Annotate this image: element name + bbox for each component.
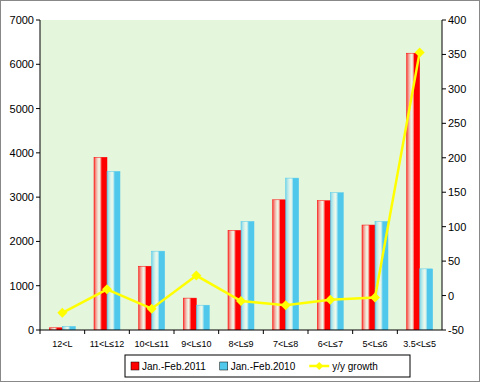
bar (107, 171, 120, 330)
y2-tick-label: 350 (448, 48, 466, 60)
legend-label: Jan.-Feb.2010 (231, 361, 296, 372)
growth-marker (415, 47, 425, 57)
chart: 0 1000 2000 3000 4000 5000 6000 7000 -50 0 50 100 15… (0, 0, 480, 382)
growth-marker (370, 293, 380, 303)
y-axis (40, 20, 41, 330)
y2-tick-label: 150 (448, 186, 466, 198)
growth-marker (57, 308, 67, 318)
bar (362, 225, 375, 330)
bar (273, 200, 286, 330)
legend-label: y/y growth (332, 361, 378, 372)
y2-tick (442, 295, 446, 296)
bar (317, 201, 330, 330)
x-tick (352, 330, 353, 334)
bar (62, 326, 75, 330)
legend-label: Jan.-Feb.2011 (142, 361, 206, 372)
legend-swatch (131, 362, 139, 370)
legend-swatch (315, 362, 323, 370)
y2-tick-label: 250 (448, 117, 466, 129)
x-tick (129, 330, 130, 334)
x-tick-label: 3.5<L≤5 (403, 339, 436, 349)
y2-tick (442, 261, 446, 262)
chart-frame (1, 1, 480, 382)
y-tick (36, 20, 40, 21)
y2-axis (442, 20, 443, 330)
y-tick-label: 7000 (10, 14, 34, 26)
growth-marker (281, 300, 291, 310)
y2-tick (442, 20, 446, 21)
bar (139, 266, 152, 330)
y-tick-label: 6000 (10, 58, 34, 70)
bar (183, 298, 196, 330)
x-tick (263, 330, 264, 334)
y2-tick (442, 157, 446, 158)
y2-tick (442, 330, 446, 331)
y-tick (36, 285, 40, 286)
y2-tick (442, 54, 446, 55)
bar (241, 222, 254, 331)
y-tick (36, 152, 40, 153)
bar (420, 269, 433, 330)
bar (330, 193, 343, 330)
growth-marker (191, 271, 201, 281)
x-tick-label: 12<L (52, 339, 72, 349)
y-tick (36, 64, 40, 65)
plot-area (40, 20, 442, 330)
y-tick-label: 2000 (10, 235, 34, 247)
y2-tick-label: 300 (448, 83, 466, 95)
plot-marks (49, 47, 432, 330)
x-tick-label: 11<L≤12 (90, 339, 125, 349)
y2-tick (442, 123, 446, 124)
bar (196, 305, 209, 330)
x-tick-label: 6<L≤7 (318, 339, 343, 349)
growth-marker (102, 284, 112, 294)
x-axis (40, 330, 442, 331)
y2-tick-label: 0 (448, 290, 454, 302)
x-tick-label: 7<L≤8 (273, 339, 298, 349)
x-tick (397, 330, 398, 334)
y-tick-label: 3000 (10, 191, 34, 203)
x-tick-label: 10<L≤11 (134, 339, 169, 349)
y2-tick-label: 400 (448, 14, 466, 26)
y-tick-label: 0 (28, 324, 34, 336)
y-tick (36, 330, 40, 331)
legend-box (125, 355, 410, 377)
y2-tick-label: -50 (448, 324, 464, 336)
y-tick (36, 108, 40, 109)
y2-tick (442, 226, 446, 227)
x-tick-label: 5<L≤6 (362, 339, 387, 349)
growth-line (62, 52, 419, 312)
growth-marker (236, 296, 246, 306)
x-tick (218, 330, 219, 334)
y-tick-label: 5000 (10, 103, 34, 115)
bar (228, 230, 241, 330)
x-tick (308, 330, 309, 334)
growth-marker (147, 304, 157, 314)
x-tick (40, 330, 41, 334)
y2-tick (442, 192, 446, 193)
y2-tick-label: 200 (448, 152, 466, 164)
y-tick (36, 197, 40, 198)
x-tick (84, 330, 85, 334)
y2-tick-label: 50 (448, 255, 460, 267)
y2-tick (442, 88, 446, 89)
y-tick-label: 4000 (10, 147, 34, 159)
growth-marker (325, 295, 335, 305)
bar (94, 157, 107, 330)
x-tick-label: 9<L≤10 (181, 339, 211, 349)
x-tick (174, 330, 175, 334)
y-tick-label: 1000 (10, 280, 34, 292)
y-tick (36, 241, 40, 242)
y2-tick-label: 100 (448, 221, 466, 233)
legend-swatch (220, 362, 228, 370)
bar (152, 251, 165, 330)
x-tick-label: 8<L≤9 (228, 339, 253, 349)
